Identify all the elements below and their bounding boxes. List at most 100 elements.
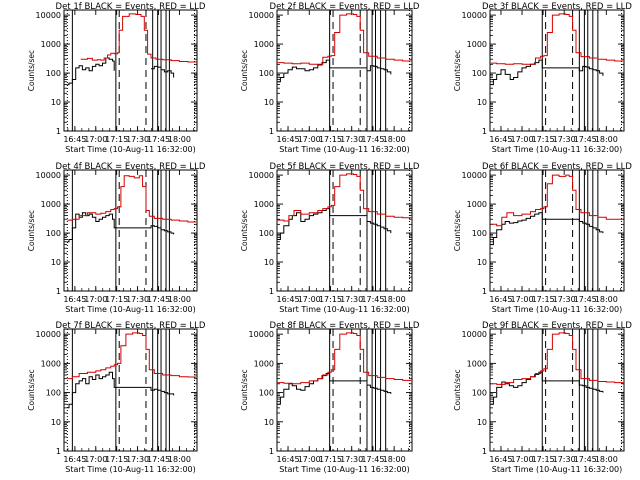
panel-det-8: 1 10 100 1000 10000 16:4517:0017:1517:3017:45… <box>240 321 420 474</box>
y-tick-label: 1000 <box>467 40 487 49</box>
series-events-line <box>67 57 115 86</box>
y-tick-label: 10000 <box>36 330 61 339</box>
series-events-line <box>490 212 604 246</box>
x-tick-label: 17:30 <box>553 295 576 304</box>
x-tick-label: 16:45 <box>277 455 300 464</box>
y-axis-label: Counts/sec <box>27 369 36 410</box>
panel-title: Det 7f BLACK = Events, RED = LLD <box>56 321 206 331</box>
y-tick-label: 1 <box>56 127 61 136</box>
x-tick-label: 17:45 <box>147 455 170 464</box>
plot-frame <box>276 328 413 452</box>
panel-title: Det 1f BLACK = Events, RED = LLD <box>56 2 206 12</box>
plot-frame <box>63 328 198 452</box>
panel-det-6: 1 10 100 1000 10000 16:4517:0017:1517:3017:45… <box>453 162 632 314</box>
x-tick-label: 17:45 <box>361 135 384 144</box>
x-tick-label: 16:45 <box>63 455 86 464</box>
x-tick-label: 17:45 <box>574 295 597 304</box>
x-tick-label: 16:45 <box>63 295 86 304</box>
x-tick-label: 17:00 <box>510 135 533 144</box>
y-tick-label: 10000 <box>462 171 487 180</box>
x-tick-label: 17:45 <box>574 455 597 464</box>
y-tick-label: 100 <box>46 69 61 78</box>
panel-det-4: 1 10 100 1000 10000 16:4517:0017:1517:3017:45… <box>27 162 206 314</box>
x-tick-label: 18:00 <box>595 455 618 464</box>
y-tick-label: 10 <box>477 98 487 107</box>
x-tick-label: 17:30 <box>553 135 576 144</box>
x-tick-label: 17:30 <box>126 135 149 144</box>
panel-det-2: 1 10 100 1000 10000 16:4517:0017:1517:3017:45… <box>240 2 420 154</box>
y-tick-label: 1000 <box>467 200 487 209</box>
x-tick-label: 17:15 <box>105 135 128 144</box>
x-tick-label: 17:15 <box>319 455 342 464</box>
x-tick-label: 18:00 <box>168 135 191 144</box>
y-tick-label: 10 <box>264 98 274 107</box>
x-axis-label: Start Time (10-Aug-11 16:32:00) <box>279 145 410 154</box>
y-tick-label: 10000 <box>249 11 274 20</box>
series-lld-line <box>490 174 624 227</box>
series-lld-line <box>277 13 412 65</box>
y-tick-label: 10000 <box>36 171 61 180</box>
panel-det-3: 1 10 100 1000 10000 16:4517:0017:1517:3017:45… <box>453 2 632 154</box>
y-tick-label: 1 <box>482 127 487 136</box>
y-tick-label: 100 <box>46 389 61 398</box>
x-tick-label: 17:30 <box>340 135 363 144</box>
series-events-line <box>277 208 392 240</box>
y-tick-label: 10 <box>51 418 61 427</box>
panel-title: Det 5f BLACK = Events, RED = LLD <box>270 162 420 172</box>
y-tick-label: 10 <box>264 418 274 427</box>
panel-title: Det 4f BLACK = Events, RED = LLD <box>56 162 206 172</box>
x-tick-label: 17:30 <box>553 455 576 464</box>
x-axis-label: Start Time (10-Aug-11 16:32:00) <box>65 145 196 154</box>
y-tick-label: 1 <box>269 127 274 136</box>
x-tick-label: 17:45 <box>574 135 597 144</box>
y-axis-label: Counts/sec <box>453 210 462 251</box>
x-axis-label: Start Time (10-Aug-11 16:32:00) <box>492 305 623 314</box>
x-axis-label: Start Time (10-Aug-11 16:32:00) <box>65 465 196 474</box>
x-tick-label: 17:00 <box>84 455 107 464</box>
panel-det-1: 1 10 100 1000 10000 16:4517:0017:1517:3017:45… <box>27 2 206 154</box>
y-tick-label: 10 <box>477 258 487 267</box>
y-tick-label: 100 <box>472 229 487 238</box>
series-lld-line <box>490 13 624 65</box>
x-tick-label: 17:15 <box>532 295 555 304</box>
x-tick-label: 18:00 <box>383 455 406 464</box>
y-tick-label: 10000 <box>36 11 61 20</box>
y-tick-label: 100 <box>46 229 61 238</box>
y-axis-label: Counts/sec <box>453 50 462 91</box>
y-axis-label: Counts/sec <box>240 369 249 410</box>
x-tick-label: 17:00 <box>84 135 107 144</box>
panel-title: Det 9f BLACK = Events, RED = LLD <box>482 321 632 331</box>
panel-title: Det 3f BLACK = Events, RED = LLD <box>482 2 632 12</box>
plot-frame <box>276 9 413 132</box>
x-tick-label: 16:45 <box>63 135 86 144</box>
y-tick-label: 1 <box>482 447 487 456</box>
series-lld-line <box>490 332 624 385</box>
x-tick-label: 18:00 <box>168 455 191 464</box>
series-events-line <box>490 59 604 86</box>
y-tick-label: 1 <box>269 287 274 296</box>
y-tick-label: 1 <box>269 447 274 456</box>
y-tick-label: 10000 <box>462 330 487 339</box>
series-lld-line <box>67 175 197 223</box>
series-events-line <box>277 373 392 405</box>
series-events-line <box>490 371 604 405</box>
series-events-line <box>67 371 175 409</box>
x-tick-label: 17:00 <box>298 135 321 144</box>
y-tick-label: 1 <box>56 287 61 296</box>
series-lld-line <box>67 332 197 380</box>
x-tick-label: 17:00 <box>298 455 321 464</box>
x-tick-label: 17:15 <box>105 295 128 304</box>
y-tick-label: 10000 <box>249 330 274 339</box>
x-tick-label: 18:00 <box>168 295 191 304</box>
plot-frame <box>276 169 413 292</box>
x-tick-label: 18:00 <box>595 135 618 144</box>
x-axis-label: Start Time (10-Aug-11 16:32:00) <box>492 465 623 474</box>
plot-frame <box>63 169 198 292</box>
series-events-line <box>151 65 175 78</box>
series-events-line <box>277 59 392 83</box>
x-tick-label: 17:00 <box>510 455 533 464</box>
x-axis-label: Start Time (10-Aug-11 16:32:00) <box>279 465 410 474</box>
x-axis-label: Start Time (10-Aug-11 16:32:00) <box>279 305 410 314</box>
y-axis-label: Counts/sec <box>27 50 36 91</box>
